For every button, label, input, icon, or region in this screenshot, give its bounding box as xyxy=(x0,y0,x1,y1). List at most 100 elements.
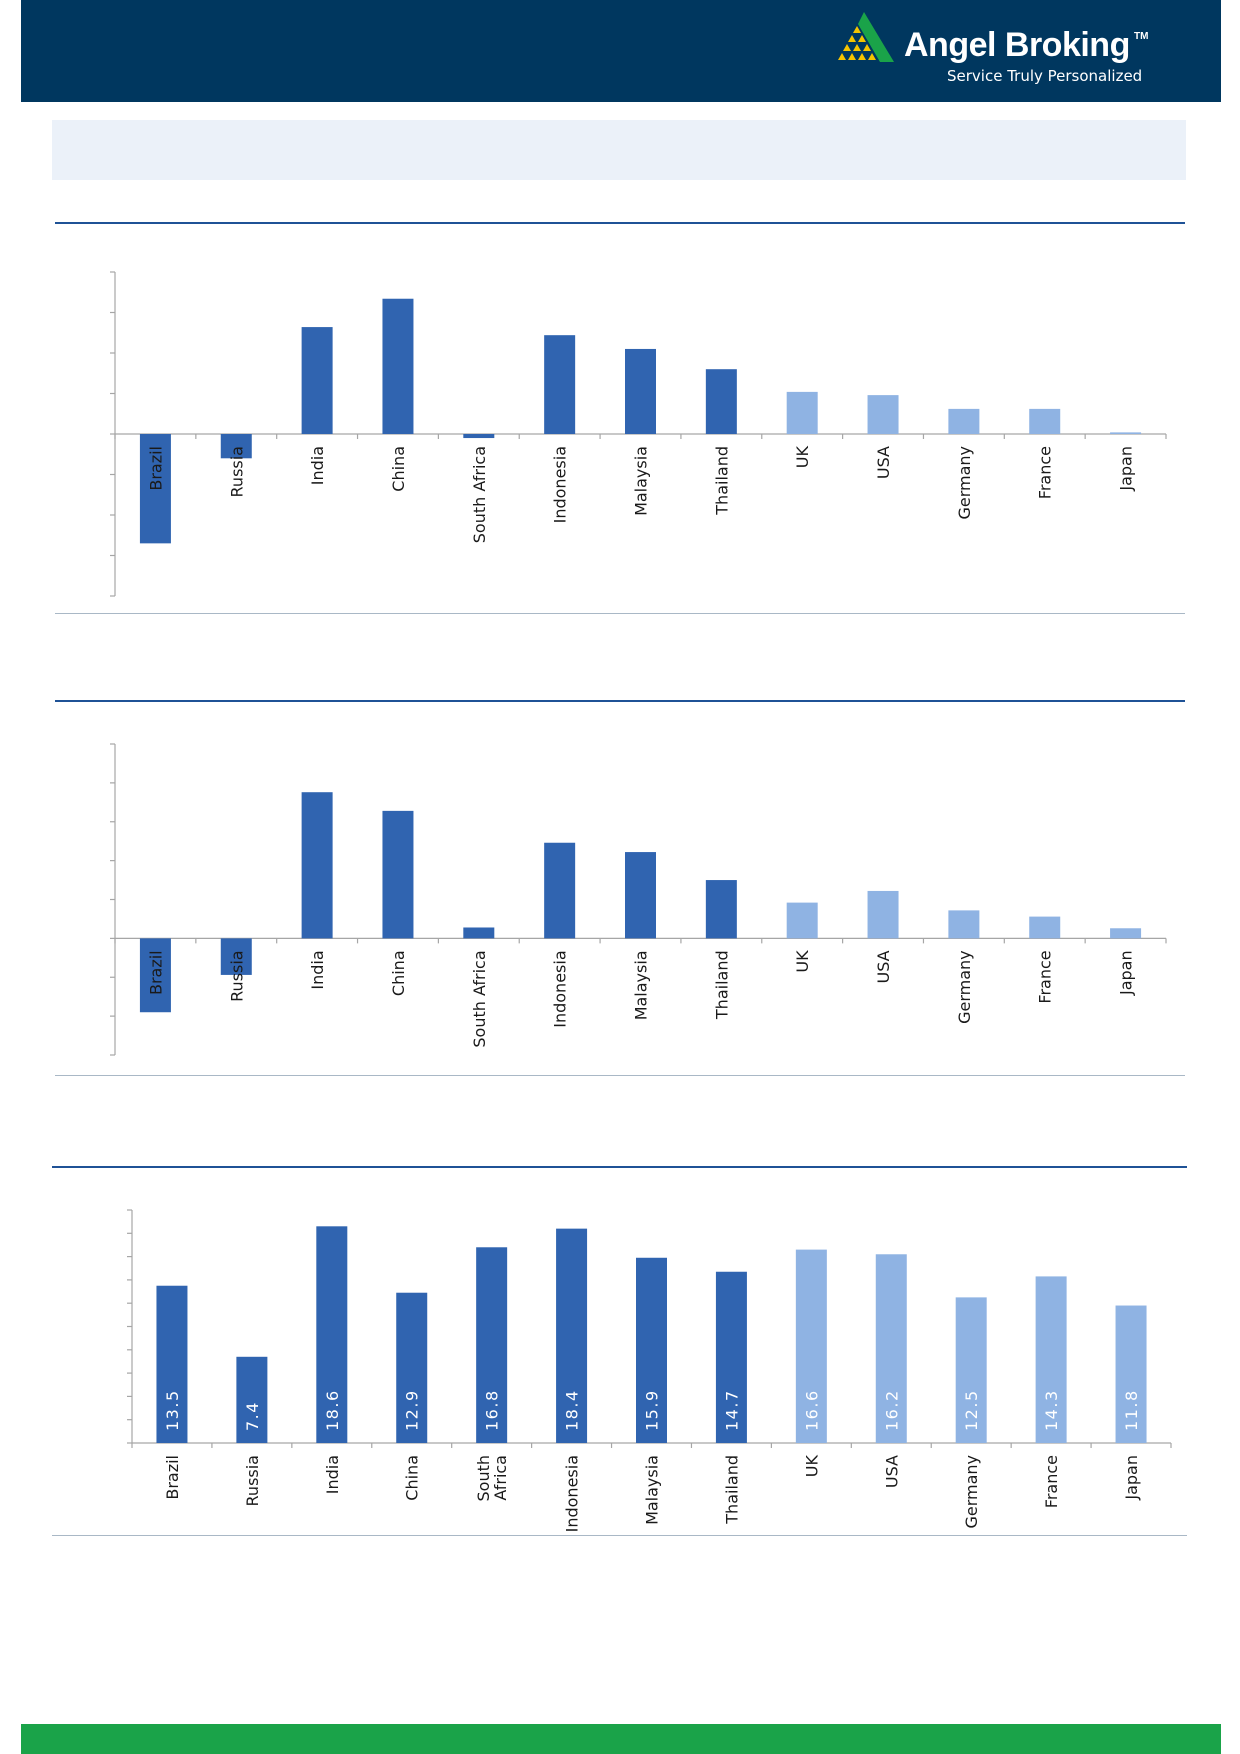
chart-2-category-label: Japan xyxy=(1117,950,1136,996)
chart-1-category-label: UK xyxy=(793,445,812,468)
chart-1-bar-thailand xyxy=(705,369,737,434)
chart-2-category-label: Brazil xyxy=(146,950,165,995)
chart-2-category-label: UK xyxy=(793,950,812,973)
chart-3-bar-china xyxy=(396,1292,428,1443)
chart-1-category-label: South Africa xyxy=(470,446,489,543)
chart-2-bar-indonesia xyxy=(544,842,576,939)
chart-3-category-label: Africa xyxy=(491,1455,510,1501)
chart-1-bar-indonesia xyxy=(544,335,576,434)
chart-3-category-label: Russia xyxy=(243,1455,262,1506)
chart-1-category-label: Indonesia xyxy=(551,446,570,523)
chart-3-data-label: 18.4 xyxy=(563,1389,582,1431)
chart-3-bar-uk xyxy=(795,1249,827,1443)
chart-3-data-label: 18.6 xyxy=(323,1389,342,1431)
chart-2-category-label: USA xyxy=(874,950,893,983)
chart-1-bar-usa xyxy=(867,395,899,434)
chart-1-bar-india xyxy=(301,327,333,434)
chart-3-bar-thailand xyxy=(715,1271,747,1443)
chart-1-category-label: Malaysia xyxy=(632,446,651,516)
chart-3-bar-malaysia xyxy=(636,1257,667,1443)
chart-2-category-label: France xyxy=(1036,950,1055,1003)
brand-trademark: TM xyxy=(1134,31,1149,42)
chart-1-bar-russia xyxy=(220,434,252,459)
chart-2-bar-india xyxy=(301,792,333,939)
chart-2-category-label: China xyxy=(389,950,408,996)
chart-1-bar-germany xyxy=(948,408,980,434)
chart-3-category-label: Brazil xyxy=(163,1455,182,1500)
chart-3-data-label: 16.6 xyxy=(802,1389,821,1431)
chart-1-bottom-rule xyxy=(55,613,1185,614)
chart-3-bar-brazil xyxy=(156,1285,188,1443)
chart-2-bar-brazil xyxy=(139,938,171,1013)
chart-2-category-label: South Africa xyxy=(470,950,489,1047)
chart-3-bar-indonesia xyxy=(556,1228,588,1443)
chart-2-bar-france xyxy=(1029,916,1061,939)
chart-1-category-label: Russia xyxy=(227,446,246,497)
chart-3-bar-india xyxy=(316,1226,348,1443)
chart-3-bar-germany xyxy=(955,1297,987,1443)
chart-3-data-label: 7.4 xyxy=(243,1401,262,1431)
chart-2-top-rule xyxy=(55,700,1185,702)
chart-3-data-label: 16.8 xyxy=(483,1389,502,1431)
chart-1-category-label: Germany xyxy=(955,446,974,520)
chart-1-bar-china xyxy=(382,298,414,434)
chart-3-category-label: UK xyxy=(802,1454,821,1477)
chart-2-bar-china xyxy=(382,810,414,939)
chart-2-bar-thailand xyxy=(705,880,737,939)
chart-3-data-label: 12.5 xyxy=(962,1389,981,1431)
chart-3-bottom-rule xyxy=(52,1535,1187,1536)
chart-3-data-label: 12.9 xyxy=(403,1389,422,1431)
chart-1-bar-malaysia xyxy=(625,348,656,434)
chart-1-category-label: Japan xyxy=(1117,446,1136,492)
chart-1-category-label: India xyxy=(308,446,327,485)
chart-3-bar-south-africa xyxy=(476,1247,508,1443)
chart-2-category-label: India xyxy=(308,950,327,989)
chart-2-bar-uk xyxy=(786,902,818,939)
chart-3-category-label: South xyxy=(474,1455,493,1502)
brand-tagline: Service Truly Personalized xyxy=(947,67,1143,85)
chart-2-bar-japan xyxy=(1110,928,1142,939)
page-header: Angel Broking TM Service Truly Personali… xyxy=(21,0,1221,102)
brand-logo[interactable]: Angel Broking TM Service Truly Personali… xyxy=(836,10,1176,90)
chart-1-bar-japan xyxy=(1110,432,1142,434)
chart-2-bar-malaysia xyxy=(625,852,656,939)
chart-2-category-label: Thailand xyxy=(712,950,731,1020)
chart-1-category-label: Brazil xyxy=(146,446,165,491)
chart-3-bar-france xyxy=(1035,1276,1067,1443)
chart-3-category-label: China xyxy=(403,1455,422,1501)
chart-3-data-label: 13.5 xyxy=(163,1389,182,1431)
chart-3-data-label: 14.3 xyxy=(1042,1389,1061,1431)
chart-3-data-label: 16.2 xyxy=(882,1389,901,1431)
chart-2-bar-germany xyxy=(948,910,980,939)
chart-3-category-label: Indonesia xyxy=(563,1455,582,1532)
chart-2-bar-russia xyxy=(220,938,252,975)
chart-2-bar-usa xyxy=(867,890,899,939)
chart-3-data-label: 15.9 xyxy=(643,1389,662,1431)
chart-2-category-label: Malaysia xyxy=(632,950,651,1020)
chart-1-bar-brazil xyxy=(139,434,171,544)
chart-3-category-label: USA xyxy=(882,1455,901,1488)
chart-3-bar-japan xyxy=(1115,1305,1147,1443)
brand-name: Angel Broking xyxy=(904,26,1130,64)
chart-3-top-rule xyxy=(52,1166,1187,1168)
chart-3-category-label: France xyxy=(1042,1455,1061,1508)
chart-2-category-label: Germany xyxy=(955,950,974,1024)
chart-3-category-label: Germany xyxy=(962,1455,981,1529)
chart-2-bar-south-africa xyxy=(463,927,495,939)
chart-1-category-label: China xyxy=(389,446,408,492)
chart-1-top-rule xyxy=(55,222,1185,224)
chart-3-bar-usa xyxy=(875,1254,907,1443)
chart-1-category-label: France xyxy=(1036,446,1055,499)
chart-3-category-label: India xyxy=(323,1455,342,1494)
chart-3-data-label: 11.8 xyxy=(1122,1389,1141,1431)
chart-2-category-label: Indonesia xyxy=(551,950,570,1027)
chart-2-category-label: Russia xyxy=(227,950,246,1001)
chart-3-category-label: Thailand xyxy=(722,1455,741,1525)
chart-3-bar-russia xyxy=(236,1356,268,1443)
chart-3-category-label: Japan xyxy=(1122,1455,1141,1501)
page-footer xyxy=(21,1724,1221,1754)
angel-broking-logo-icon xyxy=(838,12,894,62)
chart-3-data-label: 14.7 xyxy=(722,1389,741,1431)
chart-2-bottom-rule xyxy=(55,1075,1185,1076)
